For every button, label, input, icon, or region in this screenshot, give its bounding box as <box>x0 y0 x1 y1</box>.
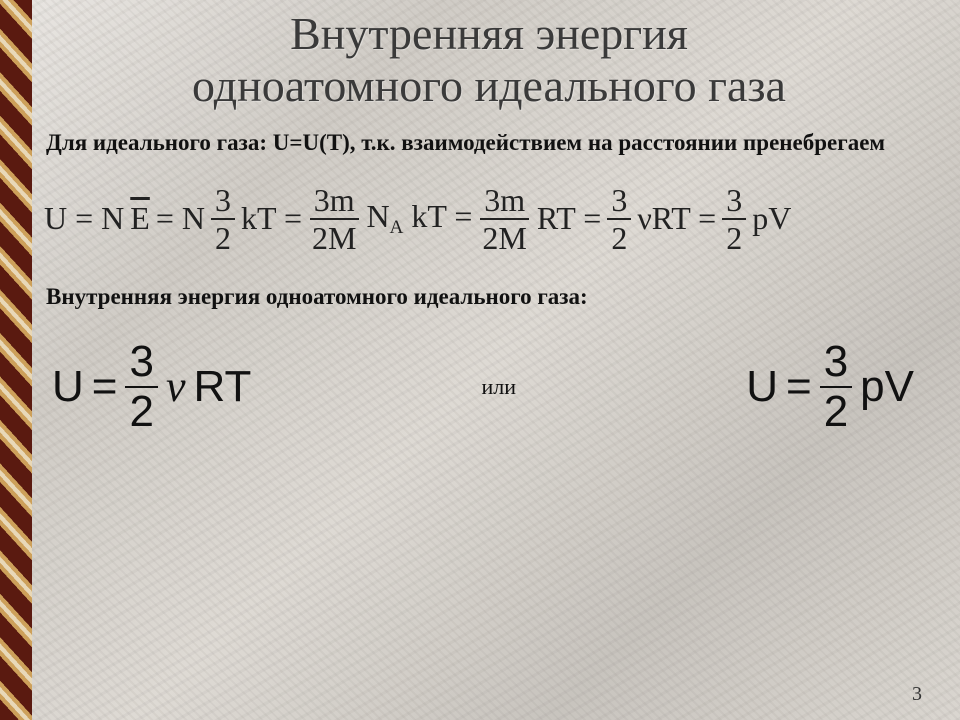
denominator: 2 <box>125 388 157 434</box>
eq-part: RT = <box>537 200 601 237</box>
eqB-lhs: U <box>746 362 778 412</box>
intro-text: Для идеального газа: U=U(T), т.к. взаимо… <box>46 129 932 158</box>
eq-part: = N <box>156 200 205 237</box>
fraction-3-2-c: 3 2 <box>722 184 746 254</box>
eqA-fraction: 3 2 <box>125 340 157 434</box>
fraction-3m-2M-b: 3m 2M <box>478 184 530 254</box>
eqA-equals: = <box>92 362 118 412</box>
denominator: 2 <box>820 388 852 434</box>
eqB-tail: pV <box>860 362 914 412</box>
eq-part: U = N <box>44 200 124 237</box>
denominator: 2 <box>211 220 235 254</box>
numerator: 3 <box>211 184 235 220</box>
fraction-3-2-b: 3 2 <box>607 184 631 254</box>
eq-part: kT = <box>241 200 302 237</box>
subtitle-text: Внутренняя энергия одноатомного идеально… <box>46 284 932 310</box>
denominator: 2M <box>478 220 530 254</box>
fraction-3m-2M-a: 3m 2M <box>308 184 360 254</box>
fraction-3-2-a: 3 2 <box>211 184 235 254</box>
equation-chain: U = N E = N 3 2 kT = 3m 2M NA kT = 3m 2M… <box>44 184 934 254</box>
numerator: 3 <box>607 184 631 220</box>
eq-part: νRT = <box>637 200 716 237</box>
na-sub: A <box>390 217 404 238</box>
title-line-2: одноатомного идеального газа <box>192 60 786 111</box>
numerator: 3 <box>820 340 852 388</box>
slide-background: Внутренняя энергия одноатомного идеально… <box>0 0 960 720</box>
denominator: 2 <box>607 220 631 254</box>
numerator: 3m <box>480 184 529 220</box>
equation-row: U = 3 2 νRT или U = 3 2 pV <box>52 340 914 434</box>
slide-title: Внутренняя энергия одноатомного идеально… <box>38 8 940 111</box>
equation-a: U = 3 2 νRT <box>52 340 251 434</box>
equation-b: U = 3 2 pV <box>746 340 914 434</box>
eqA-tail: RT <box>194 362 252 412</box>
eq-part: NA kT = <box>366 198 472 239</box>
numerator: 3 <box>722 184 746 220</box>
numerator: 3 <box>125 340 157 388</box>
page-number: 3 <box>912 683 922 706</box>
e-bar: E <box>130 200 150 237</box>
slide-content: Внутренняя энергия одноатомного идеально… <box>32 0 960 434</box>
eqA-lhs: U <box>52 362 84 412</box>
numerator: 3m <box>310 184 359 220</box>
na-tail: kT = <box>411 198 472 234</box>
eqB-fraction: 3 2 <box>820 340 852 434</box>
denominator: 2 <box>722 220 746 254</box>
or-text: или <box>482 374 517 400</box>
na-n: N <box>366 198 389 234</box>
eq-part: pV <box>752 200 791 237</box>
title-line-1: Внутренняя энергия <box>290 8 688 59</box>
denominator: 2M <box>308 220 360 254</box>
eqB-equals: = <box>786 362 812 412</box>
eqA-nu: ν <box>166 361 186 412</box>
